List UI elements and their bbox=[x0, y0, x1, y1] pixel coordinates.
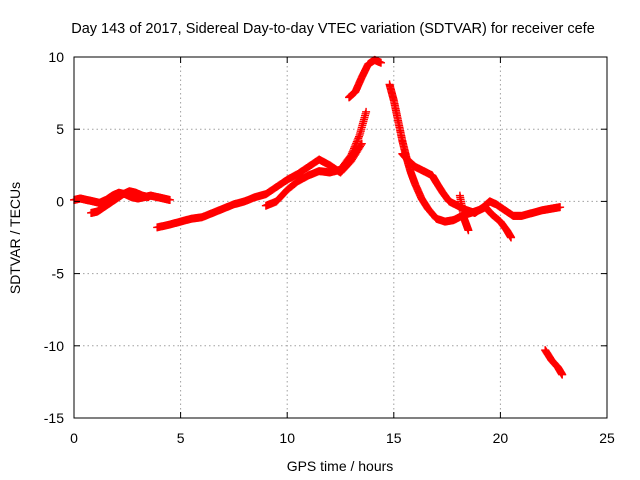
data-point bbox=[348, 147, 357, 156]
data-point bbox=[556, 203, 565, 212]
series-track-e bbox=[345, 55, 386, 102]
series-layer bbox=[70, 55, 567, 379]
data-point bbox=[352, 139, 361, 148]
y-tick-labels: -15 -10 -5 0 5 10 bbox=[44, 49, 64, 426]
y-tick-label: -5 bbox=[52, 266, 65, 282]
data-point bbox=[347, 151, 356, 160]
data-point bbox=[377, 58, 386, 67]
x-tick-labels: 0 5 10 15 20 25 bbox=[70, 430, 615, 446]
data-point bbox=[165, 195, 174, 204]
x-axis-label: GPS time / hours bbox=[287, 458, 394, 474]
series-track-h bbox=[455, 191, 473, 235]
data-point bbox=[362, 107, 371, 116]
y-tick-label: -10 bbox=[44, 338, 64, 354]
data-point bbox=[464, 226, 473, 235]
data-point bbox=[353, 136, 362, 145]
plot-frame bbox=[73, 56, 608, 419]
data-point bbox=[350, 144, 359, 153]
x-tick-label: 5 bbox=[177, 430, 185, 446]
data-point bbox=[350, 142, 359, 151]
data-point bbox=[351, 141, 360, 150]
series-track-d bbox=[261, 107, 371, 210]
x-tick-label: 0 bbox=[70, 430, 78, 446]
y-tick-label: 5 bbox=[56, 121, 64, 137]
y-tick-label: 10 bbox=[48, 49, 64, 65]
data-point bbox=[352, 137, 361, 146]
data-point bbox=[347, 149, 356, 158]
series-track-f bbox=[385, 80, 516, 242]
data-point bbox=[349, 146, 358, 155]
series-track-b bbox=[87, 187, 153, 217]
x-tick-label: 10 bbox=[279, 430, 295, 446]
x-tick-label: 20 bbox=[493, 430, 509, 446]
grid-lines bbox=[74, 57, 607, 418]
axis-ticks bbox=[73, 56, 608, 419]
data-point bbox=[507, 233, 516, 242]
x-tick-label: 15 bbox=[386, 430, 402, 446]
series-track-c bbox=[153, 139, 366, 232]
data-point bbox=[558, 370, 567, 379]
data-point bbox=[354, 132, 363, 141]
y-axis-label: SDTVAR / TECUs bbox=[7, 182, 23, 294]
data-point bbox=[354, 134, 363, 143]
data-point bbox=[144, 193, 153, 202]
series-track-i bbox=[541, 346, 567, 379]
y-tick-label: -15 bbox=[44, 410, 64, 426]
y-tick-label: 0 bbox=[56, 193, 64, 209]
x-tick-label: 25 bbox=[599, 430, 615, 446]
chart-title: Day 143 of 2017, Sidereal Day-to-day VTE… bbox=[71, 21, 595, 37]
